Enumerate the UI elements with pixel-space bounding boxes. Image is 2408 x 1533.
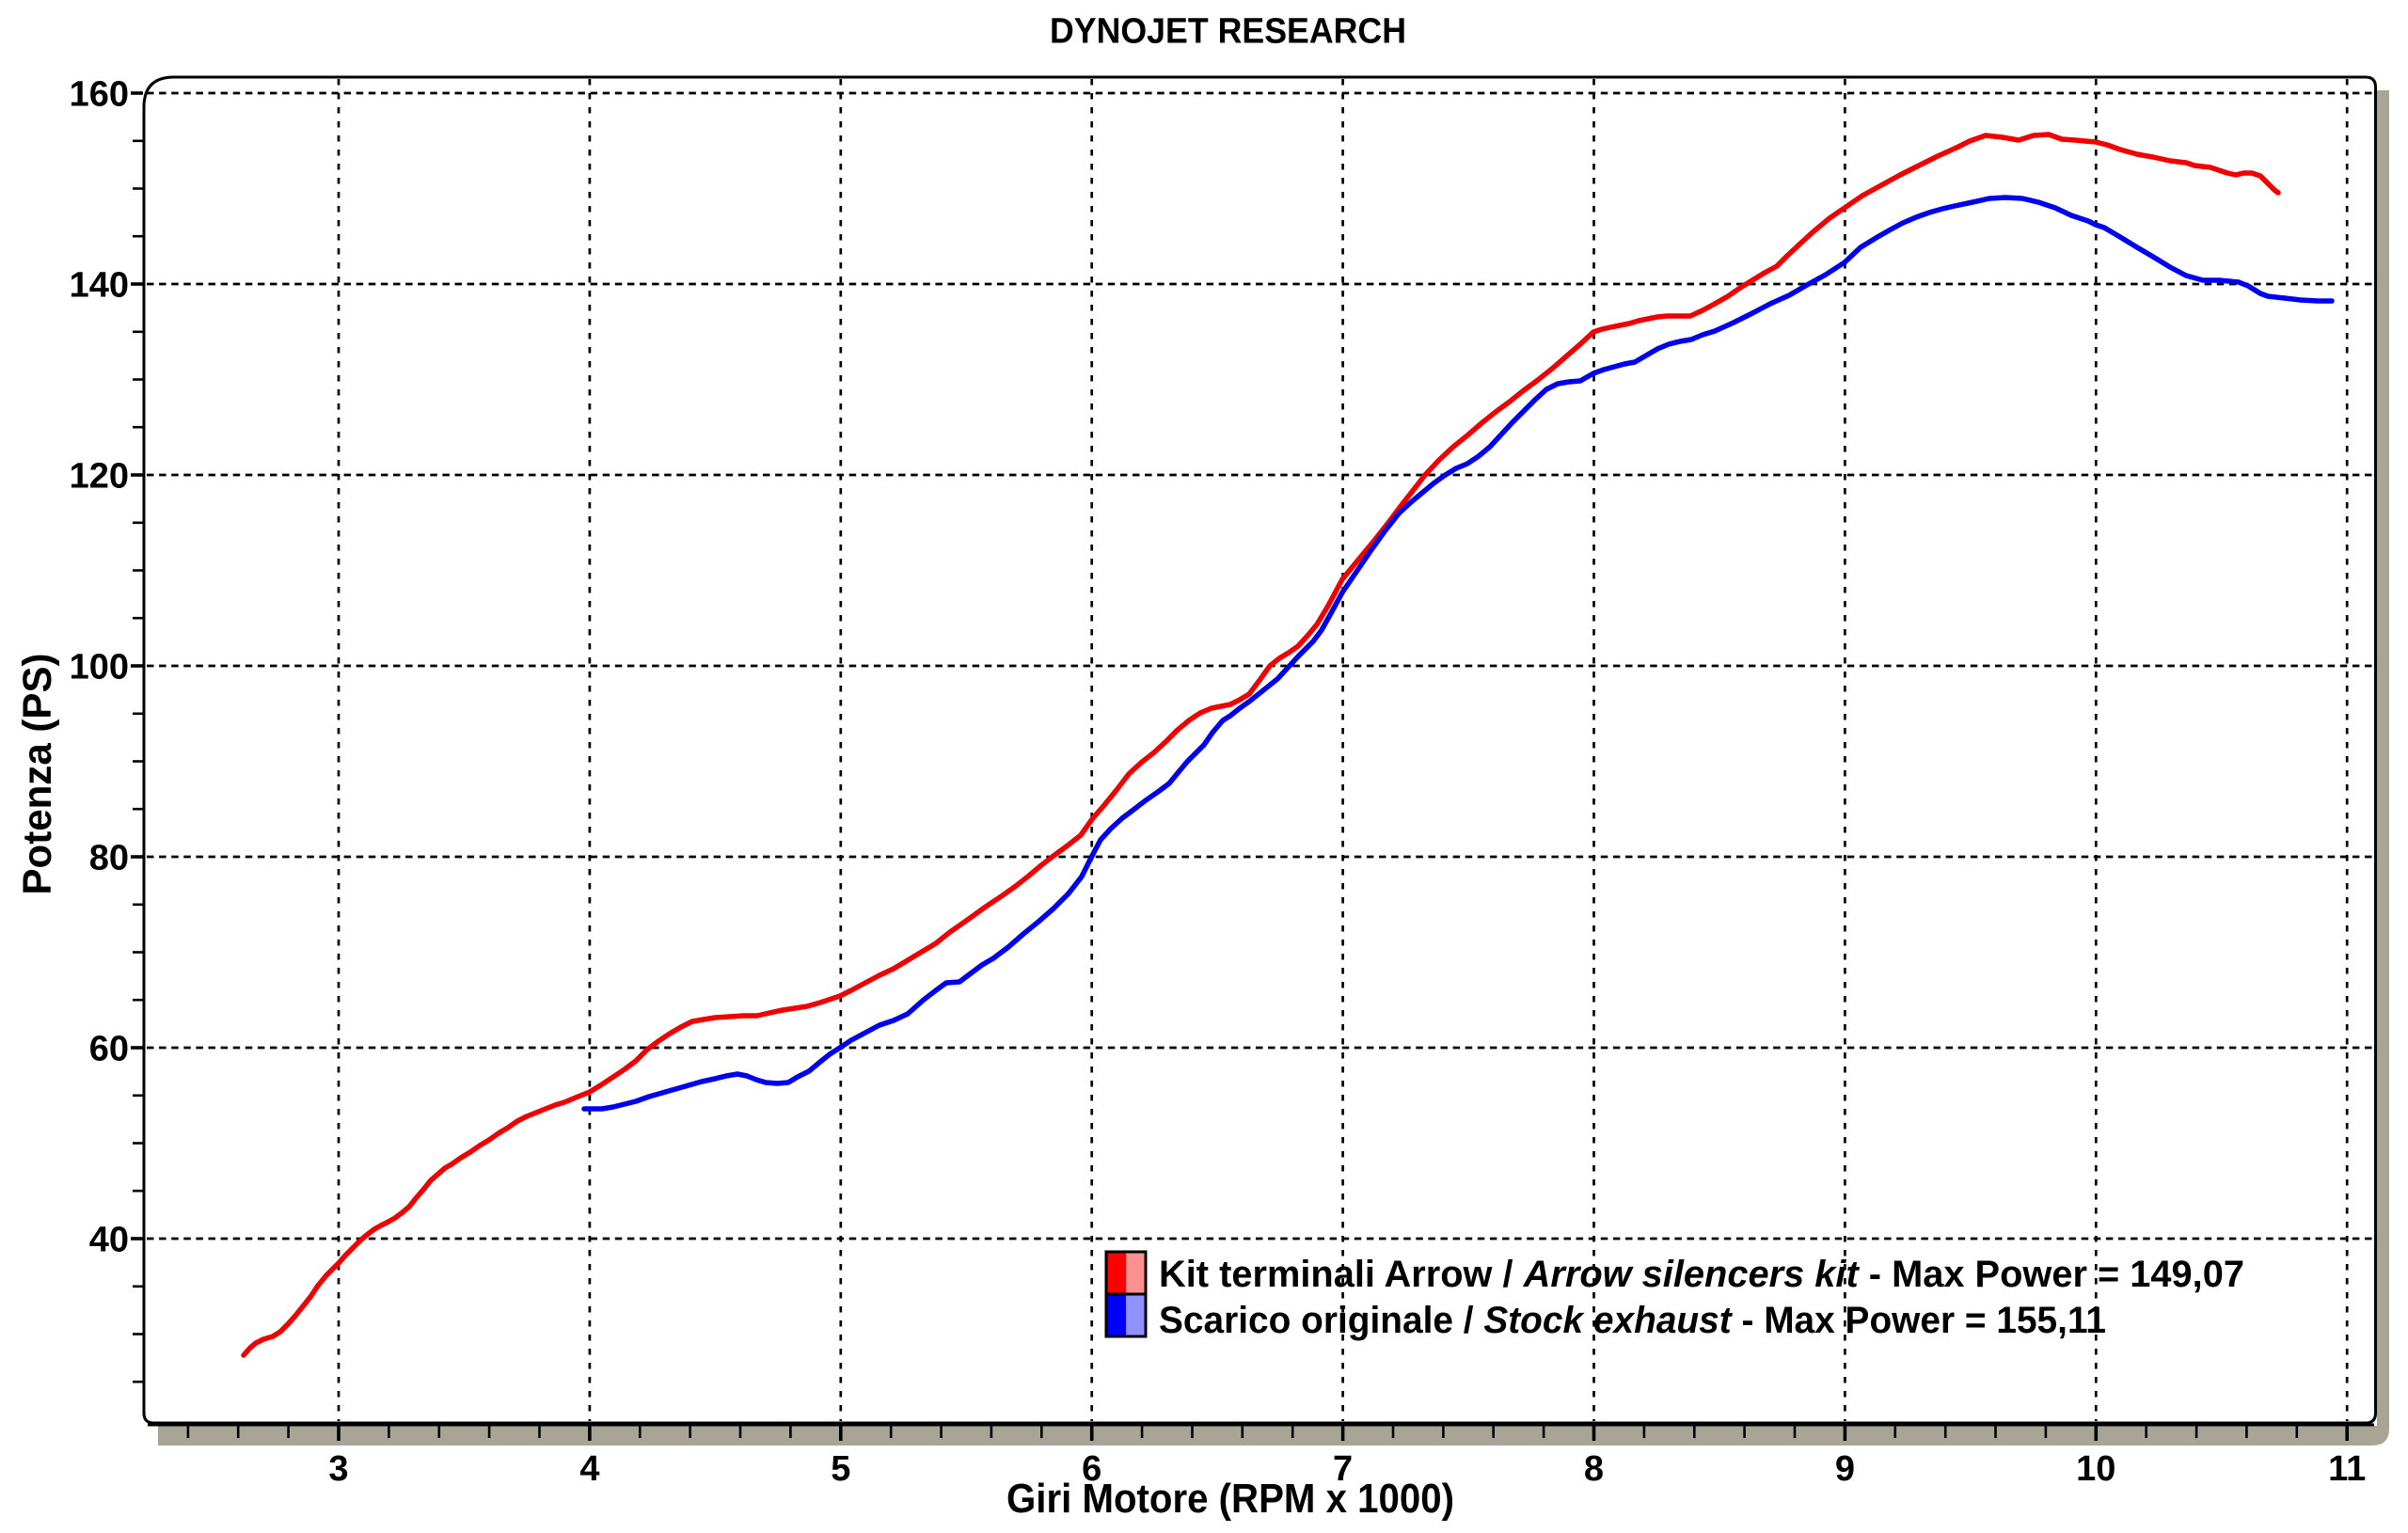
svg-text:6: 6 [1082, 1449, 1101, 1489]
svg-text:5: 5 [831, 1449, 850, 1489]
svg-text:Scarico originale / Stock exha: Scarico originale / Stock exhaust - Max … [1159, 1300, 2106, 1341]
svg-text:7: 7 [1333, 1449, 1353, 1489]
svg-text:40: 40 [89, 1221, 129, 1260]
svg-text:4: 4 [579, 1449, 599, 1489]
svg-text:11: 11 [2328, 1449, 2366, 1489]
svg-text:9: 9 [1835, 1449, 1855, 1489]
svg-text:140: 140 [70, 266, 129, 306]
svg-text:Kit terminali Arrow / Arrow si: Kit terminali Arrow / Arrow silencers ki… [1159, 1254, 2244, 1295]
svg-text:120: 120 [70, 457, 129, 497]
svg-text:100: 100 [70, 648, 129, 687]
svg-text:160: 160 [70, 75, 129, 115]
svg-text:10: 10 [2076, 1449, 2115, 1489]
svg-text:Giri Motore (RPM x 1000): Giri Motore (RPM x 1000) [1006, 1476, 1454, 1522]
svg-text:3: 3 [328, 1449, 348, 1489]
svg-text:8: 8 [1584, 1449, 1604, 1489]
svg-text:DYNOJET RESEARCH: DYNOJET RESEARCH [1050, 12, 1406, 52]
svg-text:60: 60 [89, 1030, 129, 1069]
svg-text:80: 80 [89, 839, 129, 878]
svg-text:Potenza (PS): Potenza (PS) [15, 654, 60, 895]
